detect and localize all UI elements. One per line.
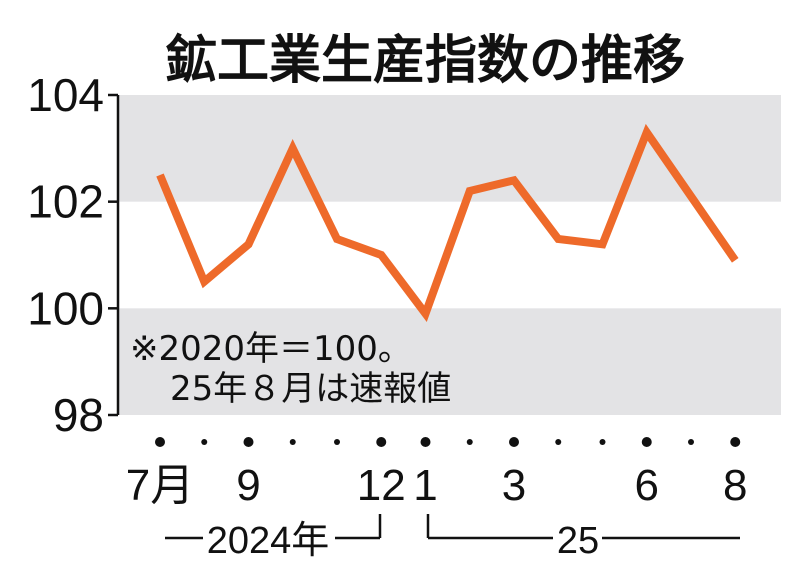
x-tick-label: 3 xyxy=(502,461,526,510)
y-axis: 104 102 100 98 xyxy=(27,69,120,441)
grid-band-1 xyxy=(118,308,781,415)
month-dot xyxy=(688,439,694,445)
x-tick-label: 8 xyxy=(723,461,747,510)
month-dot xyxy=(599,439,606,445)
year-brackets: 2024年 25 xyxy=(165,514,740,562)
grid-bands xyxy=(118,95,781,415)
y-tick-label: 102 xyxy=(27,176,104,228)
x-tick-label: 7月 xyxy=(126,461,194,510)
month-dot xyxy=(509,437,519,447)
y-tick-label: 100 xyxy=(27,282,104,334)
month-dot xyxy=(155,437,165,447)
y-tick-label: 98 xyxy=(53,389,104,441)
month-dot xyxy=(243,437,254,447)
note-line-1: ※2020年＝100。 xyxy=(130,329,412,369)
month-dot xyxy=(420,437,431,447)
month-dot xyxy=(555,439,562,445)
x-tick-label: 6 xyxy=(635,461,659,510)
x-tick-label: 9 xyxy=(236,461,260,510)
series-line-group xyxy=(156,123,739,322)
month-dot xyxy=(334,439,340,445)
month-dot xyxy=(201,439,208,445)
month-dot xyxy=(466,439,473,445)
month-dot xyxy=(641,437,652,447)
x-axis-tick-labels: 7月 9 12 1 3 6 8 xyxy=(126,461,748,510)
month-dot xyxy=(730,437,741,447)
month-dot xyxy=(376,437,387,447)
grid-band-0 xyxy=(118,95,781,202)
chart-title: 鉱工業生産指数の推移 xyxy=(165,31,685,91)
year-label-25: 25 xyxy=(557,520,599,562)
month-dot xyxy=(289,439,296,445)
x-tick-label: 1 xyxy=(413,461,437,510)
y-tick-label: 104 xyxy=(27,69,104,121)
note-line-2: 25年８月は速報値 xyxy=(170,369,451,409)
x-tick-label: 12 xyxy=(357,461,406,510)
series-line xyxy=(156,123,739,322)
x-axis-month-dots xyxy=(155,437,741,447)
year-label-2024: 2024年 xyxy=(207,520,330,562)
